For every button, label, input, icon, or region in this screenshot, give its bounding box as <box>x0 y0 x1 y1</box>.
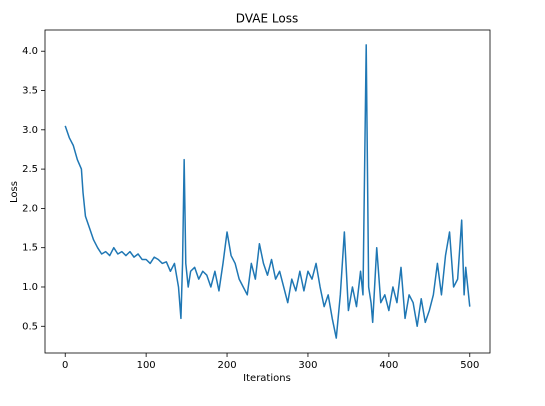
plot-frame <box>44 29 491 354</box>
x-axis-label: Iterations <box>243 373 291 384</box>
y-axis-label: Loss <box>9 181 20 203</box>
x-tick-label: 0 <box>62 360 68 371</box>
y-tick-label: 2.5 <box>22 164 38 175</box>
y-tick-label: 0.5 <box>22 321 38 332</box>
x-tick-label: 100 <box>137 360 156 371</box>
x-tick-label: 400 <box>379 360 398 371</box>
y-tick-label: 1.0 <box>22 282 38 293</box>
y-tick-label: 4.0 <box>22 46 38 57</box>
line-series <box>64 44 471 339</box>
y-tick-label: 3.0 <box>22 125 38 136</box>
y-tick-label: 2.0 <box>22 203 38 214</box>
y-tick-label: 1.5 <box>22 243 38 254</box>
y-tick-label: 3.5 <box>22 86 38 97</box>
x-tick-label: 300 <box>298 360 317 371</box>
x-tick-label: 200 <box>217 360 236 371</box>
chart-title: DVAE Loss <box>236 12 298 26</box>
x-tick-label: 500 <box>460 360 479 371</box>
